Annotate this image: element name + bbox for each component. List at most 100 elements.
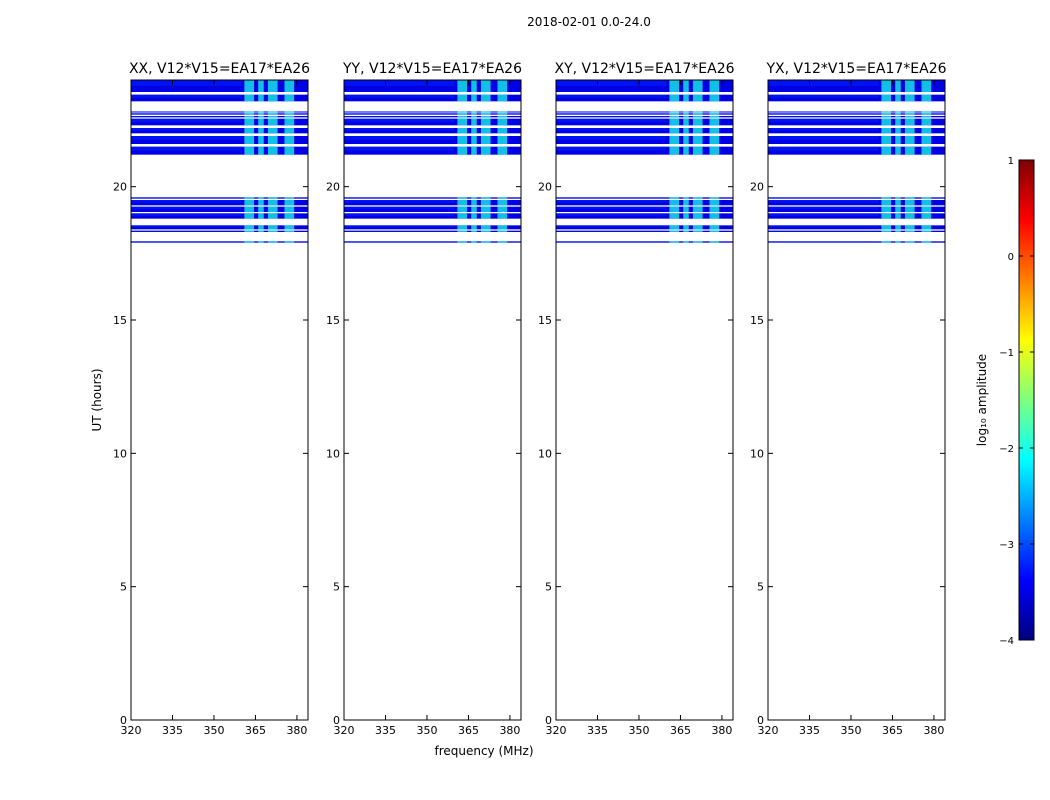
noise-stripe [768, 230, 879, 232]
bright-channel [244, 241, 255, 243]
noise-stripe [131, 118, 242, 122]
bright-channel [881, 146, 892, 155]
bright-channel [244, 94, 255, 102]
bright-channel [284, 230, 295, 232]
noise-stripe [131, 94, 242, 98]
noise-stripe [556, 206, 667, 210]
bright-channel [921, 118, 932, 126]
bright-channel [244, 146, 255, 155]
noise-stripe [131, 197, 242, 199]
bright-channel [709, 200, 720, 206]
bright-channel [497, 118, 508, 126]
bright-channel [904, 113, 915, 115]
bright-channel [480, 111, 491, 113]
bright-channel [480, 146, 491, 155]
bright-channel [258, 230, 264, 232]
bright-channel [284, 146, 295, 155]
bright-channel [921, 111, 932, 113]
bright-channel [881, 128, 892, 134]
bright-channel [457, 118, 468, 126]
axes-frame [555, 79, 734, 721]
bright-channel [921, 128, 932, 134]
bright-channel [497, 146, 508, 155]
bright-channel [904, 213, 915, 219]
bright-channel [471, 116, 477, 118]
bright-channel [921, 116, 932, 118]
y-tick-label: 20 [113, 181, 127, 194]
noise-stripe [768, 225, 879, 228]
noise-stripe [131, 136, 242, 140]
bright-channel [895, 146, 901, 155]
noise-stripe [344, 206, 455, 210]
y-tick-label: 10 [750, 447, 764, 460]
bright-channel [692, 146, 703, 155]
x-tick-label: 365 [670, 724, 691, 737]
bright-channel [267, 206, 278, 212]
bright-channel [480, 94, 491, 102]
bright-channel [244, 225, 255, 230]
bright-channel [471, 230, 477, 232]
bright-channel [683, 136, 689, 144]
y-tick-label: 20 [538, 181, 552, 194]
bright-channel [921, 200, 932, 206]
bright-channel [895, 200, 901, 206]
bright-channel [457, 94, 468, 102]
noise-stripe [344, 94, 455, 98]
noise-stripe [556, 113, 667, 115]
y-tick-label: 15 [326, 314, 340, 327]
bright-channel [244, 136, 255, 144]
bright-channel [881, 225, 892, 230]
bright-channel [497, 128, 508, 134]
bright-channel [457, 206, 468, 212]
noise-stripe [344, 128, 455, 131]
colorbar-group: 1 0 −1 −2 −3 −4 [999, 156, 1035, 647]
figure-suptitle: 2018-02-01 0.0-24.0 [527, 15, 651, 29]
bright-channel [692, 230, 703, 232]
noise-stripe [131, 225, 242, 228]
bright-channel [904, 230, 915, 232]
x-tick-label: 335 [162, 724, 183, 737]
bright-channel [669, 213, 680, 219]
bright-channel [284, 200, 295, 206]
bright-channel [709, 146, 720, 155]
bright-channel [904, 80, 915, 92]
x-tick-label: 335 [375, 724, 396, 737]
bright-channel [683, 225, 689, 230]
bright-channel [709, 136, 720, 144]
noise-stripe [768, 94, 879, 98]
bright-channel [683, 111, 689, 113]
bright-channel [457, 146, 468, 155]
x-tick-label: 335 [799, 724, 820, 737]
bright-channel [471, 225, 477, 230]
bright-channel [904, 206, 915, 212]
bright-channel [669, 206, 680, 212]
bright-channel [683, 128, 689, 134]
bright-channel [471, 197, 477, 199]
bright-channel [904, 128, 915, 134]
noise-stripe [131, 213, 242, 216]
bright-channel [267, 241, 278, 243]
bright-channel [881, 200, 892, 206]
bright-channel [497, 113, 508, 115]
bright-channel [457, 116, 468, 118]
colorbar-tick-label: 0 [1008, 252, 1014, 263]
bright-channel [683, 116, 689, 118]
noise-stripe [768, 241, 879, 243]
bright-channel [480, 206, 491, 212]
bright-channel [284, 136, 295, 144]
noise-stripe [131, 241, 242, 243]
bright-channel [881, 94, 892, 102]
noise-stripe [344, 200, 455, 203]
bright-channel [921, 206, 932, 212]
y-tick-label: 0 [333, 714, 340, 727]
noise-stripe [768, 111, 879, 113]
noise-stripe [344, 136, 455, 140]
panel-title: YY, V12*V15=EA17*EA26 [342, 61, 522, 77]
bright-channel [669, 197, 680, 199]
bright-channel [258, 241, 264, 243]
bright-channel [244, 128, 255, 134]
y-axis-label: UT (hours) [90, 368, 104, 431]
colorbar-tick-label: 1 [1008, 156, 1014, 167]
noise-stripe [768, 146, 879, 151]
bright-channel [881, 80, 892, 92]
